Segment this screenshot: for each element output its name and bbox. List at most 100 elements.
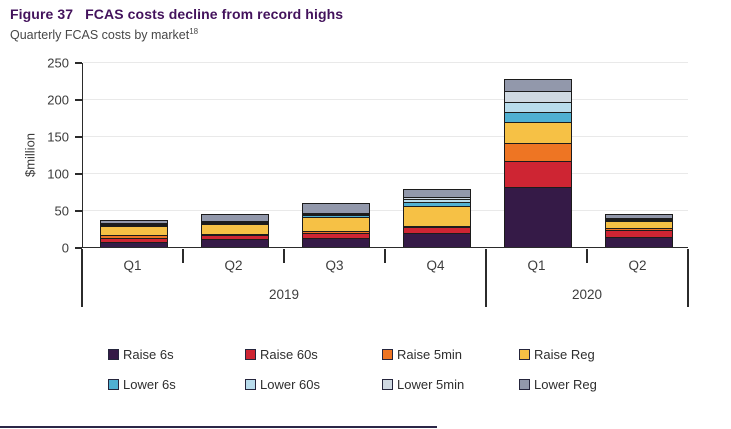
year-separator-line	[485, 249, 487, 307]
year-separator-line	[687, 249, 689, 307]
quarter-label: Q3	[325, 258, 344, 273]
y-tick-label: 50	[54, 203, 69, 219]
bar-segment	[302, 212, 369, 215]
quarter-tick	[182, 249, 184, 263]
y-tick-label: 100	[47, 166, 69, 182]
bar-segment	[100, 223, 167, 225]
fcas-costs-chart: $million 0 50 100 150 200 250 Q1 Q2 Q3 Q4 Q1 Q2 201…	[0, 56, 689, 311]
bar-segment	[100, 226, 167, 235]
bottom-rule	[0, 426, 437, 428]
bar-segment	[302, 214, 369, 216]
legend-label: Raise Reg	[534, 347, 595, 362]
figure-number: Figure 37	[10, 6, 74, 22]
legend-item-raise-60s: Raise 60s	[245, 347, 382, 362]
bar-segment	[100, 241, 167, 247]
quarter-label: Q1	[527, 258, 546, 273]
legend-swatch	[519, 379, 530, 390]
figure-header: Figure 37 FCAS costs decline from record …	[10, 6, 343, 42]
legend-swatch	[382, 379, 393, 390]
legend-item-lower-5min: Lower 5min	[382, 377, 519, 392]
y-tick-label: 0	[61, 240, 69, 256]
legend-item-raise-reg: Raise Reg	[519, 347, 656, 362]
bar-segment	[201, 235, 268, 240]
bar-segment	[403, 201, 470, 206]
bar-segment	[605, 218, 672, 220]
gridline	[83, 173, 688, 174]
legend-swatch	[245, 349, 256, 360]
quarter-label: Q2	[628, 258, 647, 273]
bar-segment	[504, 142, 571, 161]
bar-segment	[504, 91, 571, 103]
y-tick-label: 250	[47, 55, 69, 71]
bar-segment	[100, 221, 167, 224]
bar-segment	[201, 215, 268, 221]
year-label: 2020	[571, 287, 603, 302]
legend-swatch	[382, 349, 393, 360]
legend-item-raise-5min: Raise 5min	[382, 347, 519, 362]
bar-segment	[605, 214, 672, 219]
stacked-bar-q3-2019	[301, 202, 370, 247]
bar-segment	[605, 220, 672, 222]
bar-segment	[100, 225, 167, 227]
bar-segment	[504, 102, 571, 113]
bar-segment	[201, 233, 268, 236]
bar-segment	[504, 121, 571, 143]
bar-segment	[201, 221, 268, 223]
quarter-label: Q1	[123, 258, 142, 273]
bar-segment	[100, 224, 167, 226]
legend-label: Raise 5min	[397, 347, 463, 362]
legend-swatch	[108, 349, 119, 360]
gridline	[83, 99, 688, 100]
bar-segment	[302, 231, 369, 234]
stacked-bar-q2-2020	[604, 213, 673, 247]
legend-label: Lower 6s	[123, 377, 176, 392]
quarter-label: Q2	[224, 258, 243, 273]
stacked-bar-q2-2019	[200, 214, 269, 247]
bar-segment	[100, 238, 167, 242]
y-tick-mark	[75, 136, 82, 138]
bar-segment	[403, 227, 470, 234]
quarter-tick	[384, 249, 386, 263]
bar-segment	[302, 203, 369, 213]
bar-segment	[504, 160, 571, 188]
bar-segment	[201, 239, 268, 247]
legend-swatch	[519, 349, 530, 360]
y-tick-label: 200	[47, 92, 69, 108]
stacked-bar-q1-2019	[99, 220, 168, 247]
quarter-label: Q4	[426, 258, 445, 273]
bar-segment	[201, 222, 268, 224]
legend-item-lower-60s: Lower 60s	[245, 377, 382, 392]
bar-segment	[403, 199, 470, 202]
bar-segment	[302, 237, 369, 247]
chart-legend: Raise 6s Raise 60s Raise 5min Raise Reg Lowe…	[108, 347, 656, 392]
bar-segment	[201, 223, 268, 234]
x-axis-area: Q1 Q2 Q3 Q4 Q1 Q2 2019 2020	[81, 249, 689, 311]
bar-segment	[403, 205, 470, 226]
y-tick-mark	[75, 99, 82, 101]
stacked-bar-q4-2019	[402, 188, 471, 247]
year-separator-line	[81, 249, 83, 307]
y-tick-mark	[75, 247, 82, 249]
legend-swatch	[108, 379, 119, 390]
figure-title-line: Figure 37 FCAS costs decline from record …	[10, 6, 343, 22]
figure-title: FCAS costs decline from record highs	[85, 6, 344, 22]
bar-segment	[605, 219, 672, 221]
legend-label: Raise 60s	[260, 347, 318, 362]
bar-segment	[504, 187, 571, 247]
gridline	[83, 136, 688, 137]
legend-item-lower-reg: Lower Reg	[519, 377, 656, 392]
bar-segment	[403, 196, 470, 200]
legend-label: Raise 6s	[123, 347, 174, 362]
bar-segment	[605, 221, 672, 229]
legend-label: Lower 60s	[260, 377, 320, 392]
year-label: 2019	[268, 287, 300, 302]
y-axis-ticks: 0 50 100 150 200 250	[0, 56, 82, 256]
bar-segment	[403, 233, 470, 247]
bar-segment	[403, 225, 470, 228]
bar-segment	[605, 229, 672, 237]
quarter-tick	[283, 249, 285, 263]
gridline	[83, 62, 688, 63]
quarter-tick	[586, 249, 588, 263]
bar-segment	[605, 228, 672, 230]
